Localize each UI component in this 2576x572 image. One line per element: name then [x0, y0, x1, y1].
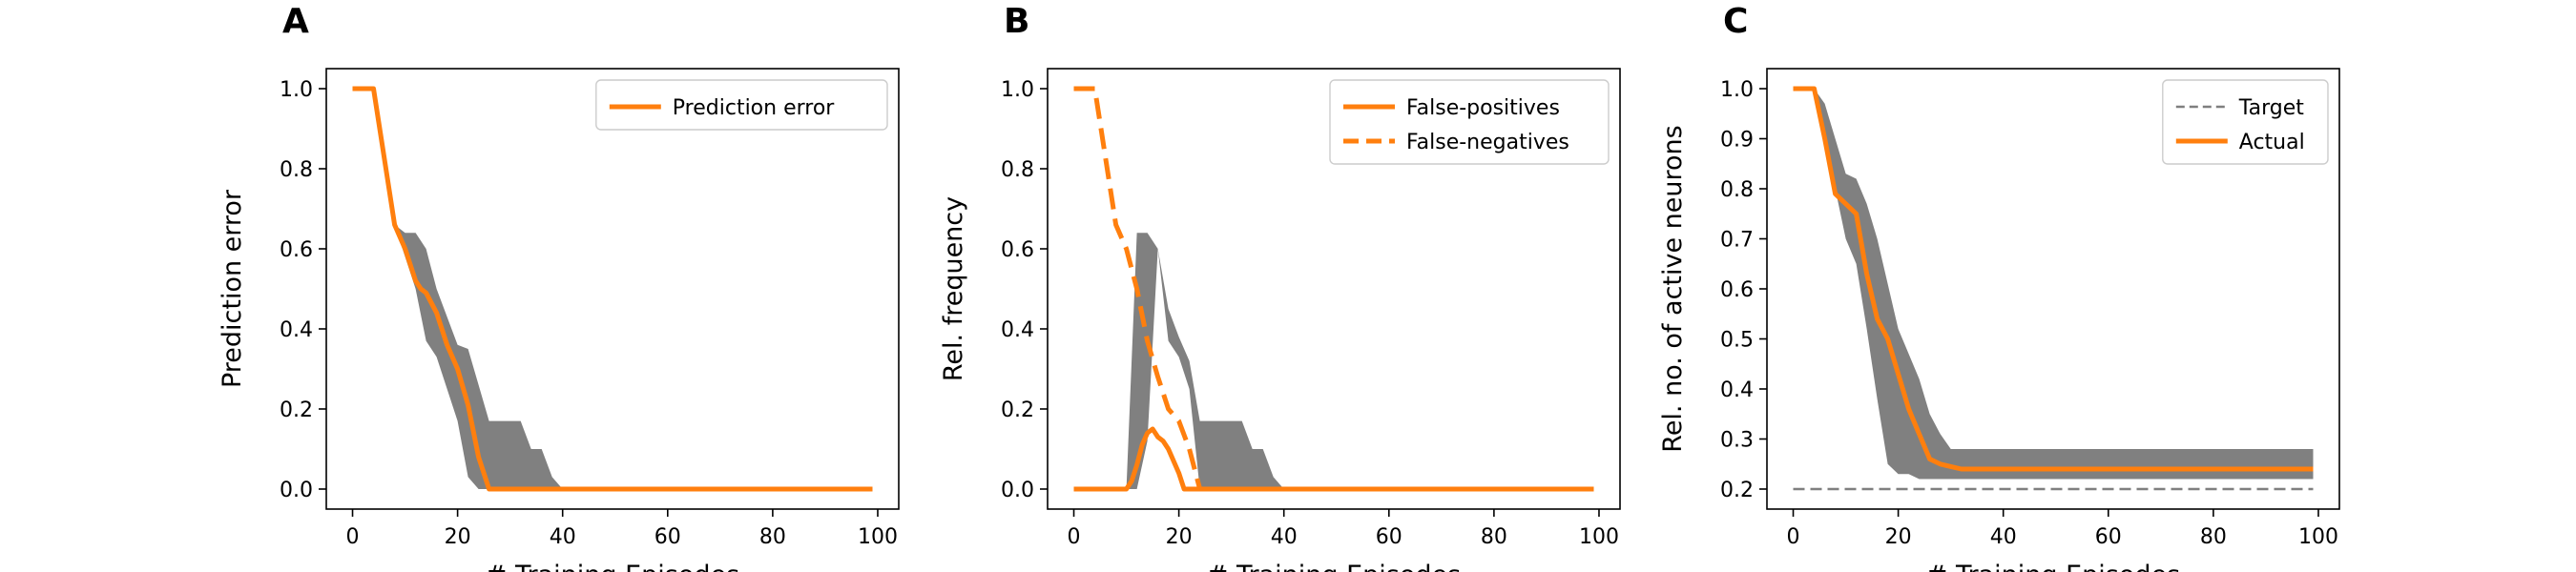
legend-label: False-negatives: [1406, 131, 1569, 154]
series-line-2: [1073, 86, 1203, 490]
variance-band: [352, 89, 873, 489]
y-axis-label: Rel. no. of active neurons: [1658, 125, 1688, 452]
legend: False-positives False-negatives: [1329, 79, 1610, 165]
panel-c: C 0 20 40 60 80 100 0.2 0.3 0.4 0.5 0.6 0.7 0.8 0.9 1.0…: [1658, 2, 2340, 572]
legend-label: False-positives: [1406, 96, 1560, 120]
y-tick-label: 0.3: [1720, 429, 1754, 453]
y-tick-label: 0.4: [1001, 318, 1034, 342]
x-tick-label: 60: [2095, 525, 2122, 549]
y-axis-label: Prediction error: [218, 189, 247, 388]
legend-box: [595, 79, 888, 131]
legend-label: Actual: [2239, 131, 2305, 154]
y-tick-label: 0.0: [1001, 479, 1034, 502]
legend-box: [1329, 79, 1610, 165]
legend-label: Prediction error: [673, 96, 835, 120]
x-tick-label: 0: [1068, 525, 1081, 549]
y-tick-label: 1.0: [280, 78, 313, 102]
x-tick-label: 100: [2298, 525, 2338, 549]
x-tick-label: 80: [2200, 525, 2227, 549]
y-tick-label: 0.8: [1001, 158, 1034, 182]
x-tick-label: 100: [1579, 525, 1619, 549]
panel-b: B 0 20 40 60 80 100 0.0 0.2 0.4 0.6 0.8 1.0 # Trainin…: [939, 2, 1621, 572]
x-tick-label: 40: [1990, 525, 2017, 549]
y-tick-label: 0.6: [1001, 238, 1034, 262]
y-tick-label: 0.2: [1720, 479, 1754, 502]
legend: Prediction error: [595, 79, 888, 131]
y-tick-label: 0.7: [1720, 229, 1754, 253]
panel-letter: A: [282, 2, 309, 41]
y-tick-label: 0.6: [1720, 278, 1754, 302]
x-tick-label: 20: [1166, 525, 1193, 549]
y-tick-label: 1.0: [1001, 78, 1034, 102]
legend-label: Target: [2238, 96, 2304, 120]
panel-letter: C: [1723, 2, 1748, 41]
x-tick-label: 40: [550, 525, 576, 549]
x-tick-label: 100: [858, 525, 898, 549]
y-axis-label: Rel. frequency: [939, 196, 968, 381]
y-tick-label: 0.0: [280, 479, 313, 502]
x-tick-label: 60: [654, 525, 681, 549]
x-axis-label: # Training Episodes: [1207, 561, 1461, 572]
plot-frame: [1047, 68, 1621, 510]
x-tick-label: 0: [346, 525, 360, 549]
x-axis-label: # Training Episodes: [1926, 561, 2180, 572]
x-tick-label: 40: [1271, 525, 1298, 549]
y-tick-label: 0.2: [1001, 398, 1034, 422]
x-tick-label: 20: [1885, 525, 1912, 549]
x-tick-label: 80: [759, 525, 786, 549]
y-tick-label: 0.8: [1720, 178, 1754, 202]
y-tick-label: 0.5: [1720, 329, 1754, 353]
y-tick-label: 0.9: [1720, 129, 1754, 153]
x-tick-label: 60: [1376, 525, 1402, 549]
y-tick-label: 0.6: [280, 238, 313, 262]
y-tick-label: 0.8: [280, 158, 313, 182]
y-tick-label: 0.2: [280, 398, 313, 422]
panel-letter: B: [1004, 2, 1029, 41]
y-tick-label: 0.4: [280, 318, 313, 342]
x-tick-label: 80: [1481, 525, 1507, 549]
series-line-2: [1793, 86, 2314, 472]
y-tick-label: 1.0: [1720, 78, 1754, 102]
x-tick-label: 20: [445, 525, 471, 549]
series-line-1: [1073, 426, 1594, 492]
series-line-1: [352, 86, 873, 492]
variance-band: [1073, 233, 1594, 489]
plot-frame: [325, 68, 900, 510]
x-tick-label: 0: [1787, 525, 1800, 549]
x-axis-label: # Training Episodes: [486, 561, 739, 572]
panel-a: A 0 20 40 60 80 100 0.0 0.2 0.4 0.6 0.8 1.0 # Trainin…: [218, 2, 900, 572]
legend: Target Actual: [2162, 79, 2329, 165]
y-tick-label: 0.4: [1720, 378, 1754, 402]
